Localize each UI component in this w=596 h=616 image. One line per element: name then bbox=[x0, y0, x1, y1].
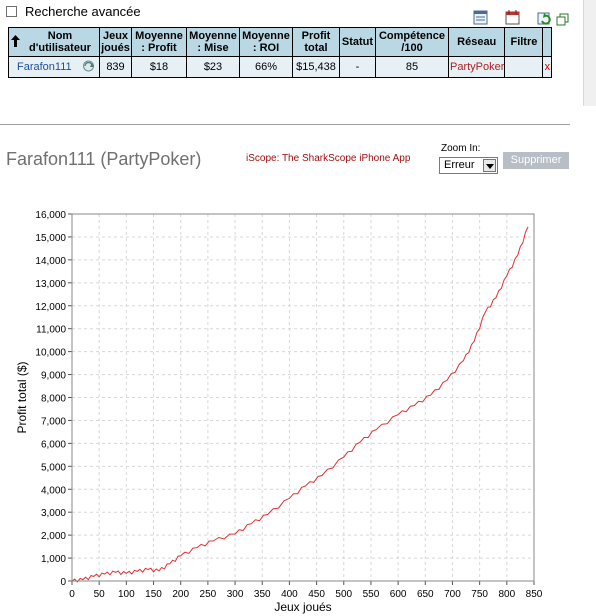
header-avg-stake[interactable]: Moyenne : Mise bbox=[186, 27, 240, 57]
y-tick-label: 4,000 bbox=[41, 485, 66, 496]
header-skill-label: Compétence /100 bbox=[378, 30, 446, 54]
cell-remove: x bbox=[542, 56, 553, 78]
cell-total-profit: $15,438 bbox=[292, 56, 340, 78]
header-games[interactable]: Jeux joués bbox=[99, 27, 132, 57]
header-status-label: Statut bbox=[341, 36, 374, 48]
zoom-select[interactable]: Erreur bbox=[439, 157, 498, 174]
x-tick-label: 200 bbox=[172, 589, 189, 600]
profit-chart: 0 1,000 2,000 3,000 4,000 5,000 6,000 7,000 8,00… bbox=[15, 210, 543, 614]
table-row: Farafon111 839 $18 $23 66% $15,438 - 85 … bbox=[8, 56, 553, 78]
iscope-link[interactable]: iScope: The SharkScope iPhone App bbox=[246, 153, 411, 164]
cell-network: PartyPoker bbox=[447, 56, 506, 78]
chevron-down-icon[interactable] bbox=[483, 159, 496, 172]
x-tick-label: 600 bbox=[390, 589, 407, 600]
y-tick-label: 3,000 bbox=[41, 508, 66, 519]
x-tick-label: 400 bbox=[281, 589, 298, 600]
cell-avg-roi: 66% bbox=[239, 56, 293, 78]
y-tick-label: 0 bbox=[60, 577, 66, 588]
y-tick-label: 13,000 bbox=[35, 279, 66, 290]
y-axis-label: Profit total ($) bbox=[15, 361, 29, 433]
x-tick-label: 650 bbox=[417, 589, 434, 600]
x-tick-label: 750 bbox=[471, 589, 488, 600]
header-avg-stake-label: Moyenne : Mise bbox=[189, 30, 237, 54]
export-icon[interactable] bbox=[473, 10, 488, 25]
y-tick-label: 7,000 bbox=[41, 416, 66, 427]
header-status[interactable]: Statut bbox=[339, 27, 376, 57]
stats-table: Nom d'utilisateur Jeux joués Moyenne : P… bbox=[8, 27, 553, 78]
y-tick-label: 10,000 bbox=[35, 348, 66, 359]
player-title: Farafon111 (PartyPoker) bbox=[6, 149, 202, 169]
y-tick-label: 2,000 bbox=[41, 531, 66, 542]
x-tick-label: 0 bbox=[69, 589, 75, 600]
x-tick-label: 800 bbox=[498, 589, 515, 600]
cell-skill: 85 bbox=[375, 56, 449, 78]
header-network[interactable]: Réseau bbox=[447, 27, 506, 57]
header-avg-roi[interactable]: Moyenne : ROI bbox=[239, 27, 293, 57]
y-tick-label: 8,000 bbox=[41, 394, 66, 405]
x-tick-label: 300 bbox=[227, 589, 244, 600]
header-games-label: Jeux joués bbox=[101, 30, 130, 54]
y-tick-label: 6,000 bbox=[41, 439, 66, 450]
header-username-label: Nom d'utilisateur bbox=[29, 30, 91, 54]
cell-username: Farafon111 bbox=[8, 56, 100, 78]
cell-filter bbox=[504, 56, 544, 78]
cell-avg-profit: $18 bbox=[131, 56, 187, 78]
x-tick-label: 50 bbox=[94, 589, 106, 600]
header-avg-roi-label: Moyenne : ROI bbox=[242, 30, 290, 54]
header-total-profit-label: Profit total bbox=[301, 30, 331, 54]
header-avg-profit[interactable]: Moyenne : Profit bbox=[131, 27, 187, 57]
plot-frame bbox=[71, 213, 535, 582]
y-tick-label: 9,000 bbox=[41, 371, 66, 382]
popout-icon[interactable] bbox=[556, 13, 569, 26]
zoom-label: Zoom In: bbox=[441, 143, 481, 154]
x-tick-label: 450 bbox=[308, 589, 325, 600]
section-divider bbox=[0, 124, 570, 125]
cell-status: - bbox=[339, 56, 376, 78]
vertical-scrollbar[interactable] bbox=[583, 0, 596, 106]
y-tick-label: 15,000 bbox=[35, 233, 66, 244]
y-tick-label: 1,000 bbox=[41, 554, 66, 565]
advanced-search-label: Recherche avancée bbox=[25, 4, 141, 19]
header-total-profit[interactable]: Profit total bbox=[292, 27, 340, 57]
refresh-icon[interactable] bbox=[537, 10, 552, 25]
delete-button[interactable]: Supprimer bbox=[503, 152, 569, 169]
y-tick-label: 5,000 bbox=[41, 462, 66, 473]
y-tick-label: 14,000 bbox=[35, 256, 66, 267]
series-line-profit bbox=[71, 226, 529, 583]
y-tick-label: 11,000 bbox=[36, 325, 66, 336]
table-header-row: Nom d'utilisateur Jeux joués Moyenne : P… bbox=[8, 27, 553, 57]
x-tick-label: 500 bbox=[335, 589, 352, 600]
x-axis-ticks: 0 50 100 150 200 250 300 350 400 450 500 550 600 650 7… bbox=[69, 581, 543, 600]
x-tick-label: 150 bbox=[145, 589, 162, 600]
x-tick-label: 850 bbox=[526, 589, 543, 600]
x-tick-label: 700 bbox=[444, 589, 461, 600]
zoom-select-value: Erreur bbox=[444, 159, 475, 171]
x-tick-label: 550 bbox=[363, 589, 380, 600]
header-remove bbox=[542, 27, 553, 57]
header-skill[interactable]: Compétence /100 bbox=[375, 27, 449, 57]
x-tick-label: 100 bbox=[118, 589, 135, 600]
player-recycle-icon[interactable] bbox=[82, 59, 95, 73]
y-tick-label: 12,000 bbox=[35, 302, 66, 313]
x-axis-label: Jeux joués bbox=[274, 600, 331, 614]
x-tick-label: 350 bbox=[254, 589, 271, 600]
y-tick-label: 16,000 bbox=[35, 210, 66, 221]
header-avg-profit-label: Moyenne : Profit bbox=[135, 30, 183, 54]
cell-games: 839 bbox=[99, 56, 132, 78]
calendar-icon[interactable] bbox=[505, 10, 520, 25]
header-filter[interactable]: Filtre bbox=[504, 27, 544, 57]
x-tick-label: 250 bbox=[200, 589, 217, 600]
y-axis-ticks: 0 1,000 2,000 3,000 4,000 5,000 6,000 7,000 8,00… bbox=[35, 210, 72, 588]
remove-row-button[interactable]: x bbox=[544, 61, 551, 73]
username-link[interactable]: Farafon111 bbox=[17, 61, 72, 73]
sort-up-arrow-icon bbox=[11, 35, 20, 47]
header-username[interactable]: Nom d'utilisateur bbox=[8, 27, 100, 57]
cell-avg-stake: $23 bbox=[186, 56, 240, 78]
advanced-search-checkbox[interactable] bbox=[6, 6, 17, 17]
header-network-label: Réseau bbox=[457, 36, 497, 48]
header-filter-label: Filtre bbox=[510, 36, 538, 48]
network-link[interactable]: PartyPoker bbox=[450, 61, 505, 73]
chart-grid bbox=[71, 213, 535, 582]
